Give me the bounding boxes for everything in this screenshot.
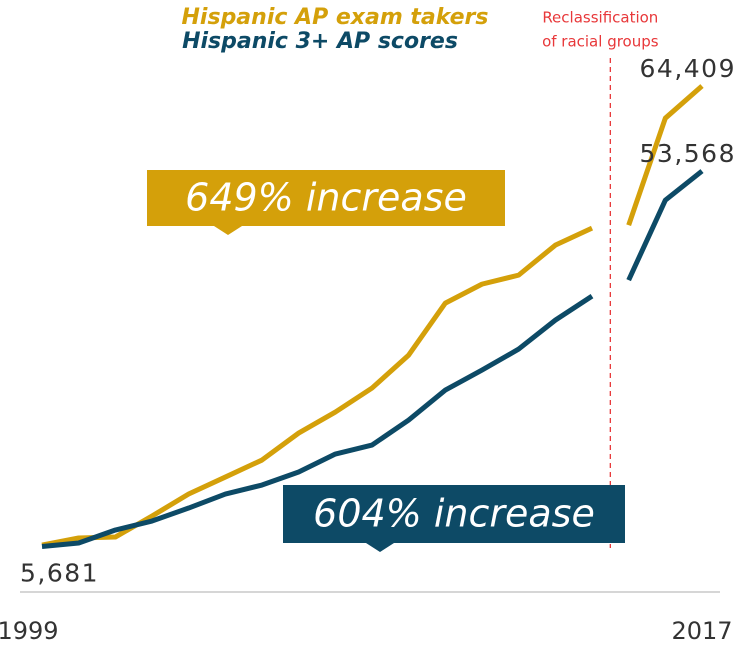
callout-text: 604% increase [313, 492, 595, 536]
series-line [626, 169, 704, 282]
value-label: 53,568 [640, 139, 736, 168]
callout-text: 649% increase [185, 176, 467, 220]
annotation-text: of racial groups [542, 33, 659, 51]
x-tick-label: 2017 [671, 617, 732, 645]
x-tick-label: 1999 [0, 617, 59, 645]
legend-entry: Hispanic AP exam takers [182, 5, 489, 30]
value-label: 64,409 [640, 54, 736, 83]
series-line [41, 294, 594, 549]
callout-box [283, 485, 625, 552]
callout-box [147, 170, 505, 235]
legend-entry: Hispanic 3+ AP scores [182, 29, 458, 54]
value-label: 5,681 [20, 558, 99, 587]
series-line [626, 84, 704, 226]
annotation-text: Reclassification [542, 9, 658, 27]
